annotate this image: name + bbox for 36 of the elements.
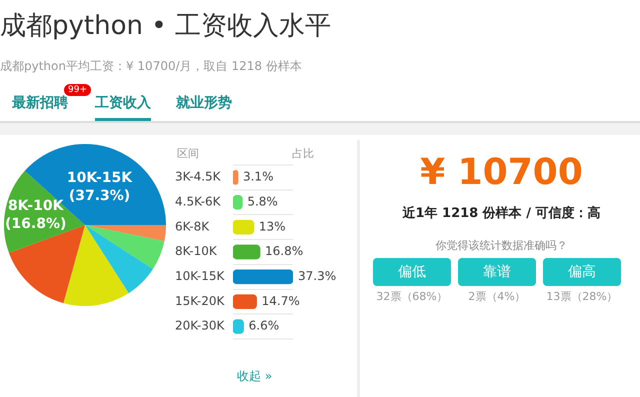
y-tick-label: 15K-20K (175, 294, 226, 308)
data-label: 6.6% (248, 318, 280, 333)
text: 2票（4%） (467, 289, 527, 304)
y-tick-label: 6K-8K (175, 219, 210, 234)
data-label: (37.3%) (68, 188, 130, 204)
slice-label: 8K-10K (8, 198, 65, 214)
data-label: 13% (258, 219, 286, 234)
text: 近1年 1218 份样本 / 可信度：高 (401, 204, 602, 222)
data-label: 5.8% (247, 194, 278, 208)
text: 偏高 (543, 258, 621, 286)
data-label: 37.3% (298, 268, 336, 283)
y-tick-label: 8K-10K (175, 244, 218, 258)
chart-subtitle: 成都python平均工资：¥ 10700/月，取自 1218 份样本 (0, 58, 302, 75)
text: 靠谱 (458, 258, 536, 286)
text: ¥ 10700 (419, 152, 584, 193)
text: 13票（28%） (545, 289, 619, 304)
y-tick-label: 20K-30K (175, 318, 226, 333)
y-tick-label: 4.5K-6K (175, 194, 222, 208)
y-tick-label: 3K-4.5K (175, 170, 222, 184)
data-label: 14.7% (262, 294, 300, 308)
text: 32票（68%） (375, 289, 449, 304)
slice-label: 10K-15K (66, 170, 134, 186)
chart-title: 成都python • 工资收入水平 (0, 10, 331, 43)
text: 99+ (64, 84, 91, 96)
text: 工资收入 (95, 94, 151, 121)
data-label: 3.1% (242, 170, 274, 184)
text: 占比 (292, 146, 314, 161)
text: 最新招聘 (12, 94, 68, 112)
text: 你觉得该统计数据准确吗？ (434, 238, 568, 253)
data-label: 16.8% (265, 244, 304, 258)
data-label: (16.8%) (5, 216, 66, 232)
text: 区间 (177, 146, 199, 161)
text: 偏低 (373, 258, 451, 286)
text: 就业形势 (176, 94, 232, 112)
text: 收起 » (237, 368, 272, 385)
y-tick-label: 10K-15K (175, 268, 226, 283)
